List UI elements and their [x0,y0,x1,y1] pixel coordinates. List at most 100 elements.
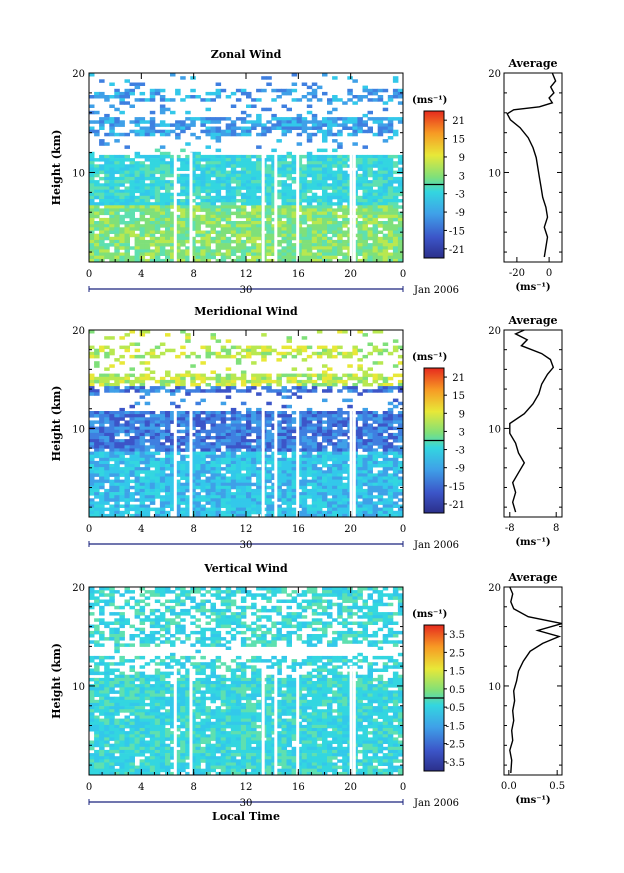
colorbar-tick-label: 9 [459,153,465,164]
colorbar-tick-label: -3 [455,190,465,201]
chart-title: Vertical Wind [203,562,288,575]
data-gap [274,152,278,262]
x-tick-label: 0 [86,524,92,535]
data-gap [274,408,278,517]
x-tick-label: 16 [292,782,305,793]
data-gap [296,665,300,775]
colorbar-tick-label: 3.5 [449,630,465,641]
x-tick-label: 4 [138,269,144,280]
average-title: Average [507,314,557,327]
x-tick-label: 0 [86,782,92,793]
data-gap [189,152,193,262]
avg-x-tick-label: 0.0 [501,781,517,792]
data-gap [352,152,356,262]
colorbar-unit: (ms⁻¹) [412,95,447,106]
data-gap [189,408,193,517]
avg-x-tick-label: 0 [546,268,552,279]
avg-y-tick-label: 20 [488,326,501,337]
avg-y-tick-label: 10 [488,424,501,435]
month-label: Jan 2006 [413,540,459,551]
colorbar-tick-label: 15 [452,391,465,402]
y-tick-label: 20 [72,583,85,594]
data-gap [296,408,300,517]
date-label: 30 [240,540,253,551]
y-axis-label: Height (km) [50,130,63,206]
average-frame [503,329,563,518]
y-tick-label: 10 [72,682,85,693]
data-gap [352,665,356,775]
avg-y-tick-label: 10 [488,168,501,179]
average-profile-line [509,329,555,513]
colorbar-tick-label: -2.5 [446,740,465,751]
colorbar-tick-label: 21 [452,116,465,127]
chart-panel-1: Meridional Wind 10 20 Height (km) 0 4 8 12 16 20 0… [50,305,563,551]
data-gap [352,408,356,517]
average-unit: (ms⁻¹) [515,795,550,806]
x-tick-label: 0 [400,524,406,535]
x-tick-label: 12 [240,269,253,280]
data-gap [274,665,278,775]
data-gap [261,408,265,517]
colorbar-tick-label: -3.5 [446,758,465,769]
average-frame [503,72,563,263]
colorbar-tick-label: -15 [449,226,465,237]
avg-x-tick-label: 8 [553,523,559,534]
colorbar-tick-label: -21 [449,500,465,511]
colorbar-tick-label: 3 [459,427,465,438]
colorbar-tick-label: -21 [449,245,465,256]
y-tick-label: 10 [72,168,85,179]
data-gap [349,665,353,775]
x-tick-label: 12 [240,782,253,793]
average-unit: (ms⁻¹) [515,282,550,293]
colorbar-unit: (ms⁻¹) [412,609,447,620]
colorbar-tick-label: 0.5 [449,685,465,696]
x-tick-label: 8 [190,524,196,535]
x-tick-label: 0 [400,269,406,280]
colorbar-tick-label: 3 [459,171,465,182]
avg-x-tick-label: -8 [505,523,515,534]
average-profile-line [509,586,563,774]
data-gap [296,152,300,262]
colorbar-tick-label: 1.5 [449,667,465,678]
average-title: Average [507,571,557,584]
average-profile-line [506,72,557,258]
heatmap-cells [89,73,404,263]
x-tick-label: 12 [240,524,253,535]
colorbar-tick-label: 9 [459,409,465,420]
colorbar-tick-label: 15 [452,135,465,146]
colorbar-tick-label: -15 [449,482,465,493]
colorbar-tick-label: 21 [452,373,465,384]
chart-panel-2: Vertical Wind 10 20 Height (km) 0 4 8 12 16 20 0 30… [50,562,565,823]
x-tick-label: 16 [292,269,305,280]
colorbar-tick-label: -1.5 [446,721,465,732]
month-label: Jan 2006 [413,285,459,296]
colorbar-tick-label: -9 [455,208,465,219]
data-gap [173,152,177,262]
avg-y-tick-label: 10 [488,682,501,693]
x-tick-label: 8 [190,782,196,793]
data-gap [173,408,177,517]
colorbar-tick-label: -9 [455,464,465,475]
chart-title: Meridional Wind [194,305,298,318]
x-tick-label: 20 [344,782,357,793]
data-gap [349,408,353,517]
average-title: Average [507,57,557,70]
data-gap [349,152,353,262]
avg-y-tick-label: 20 [488,583,501,594]
colorbar-tick-label: -0.5 [446,703,465,714]
x-tick-label: 20 [344,524,357,535]
month-label: Jan 2006 [413,798,459,809]
data-gap [173,665,177,775]
heatmap-cells [89,330,404,518]
y-tick-label: 10 [72,424,85,435]
y-axis-label: Height (km) [50,643,63,719]
x-tick-label: 0 [400,782,406,793]
x-tick-label: 8 [190,269,196,280]
x-tick-label: 4 [138,782,144,793]
x-tick-label: 16 [292,524,305,535]
data-gap [261,665,265,775]
heatmap-cells [89,587,404,776]
y-tick-label: 20 [72,69,85,80]
data-gap [189,665,193,775]
